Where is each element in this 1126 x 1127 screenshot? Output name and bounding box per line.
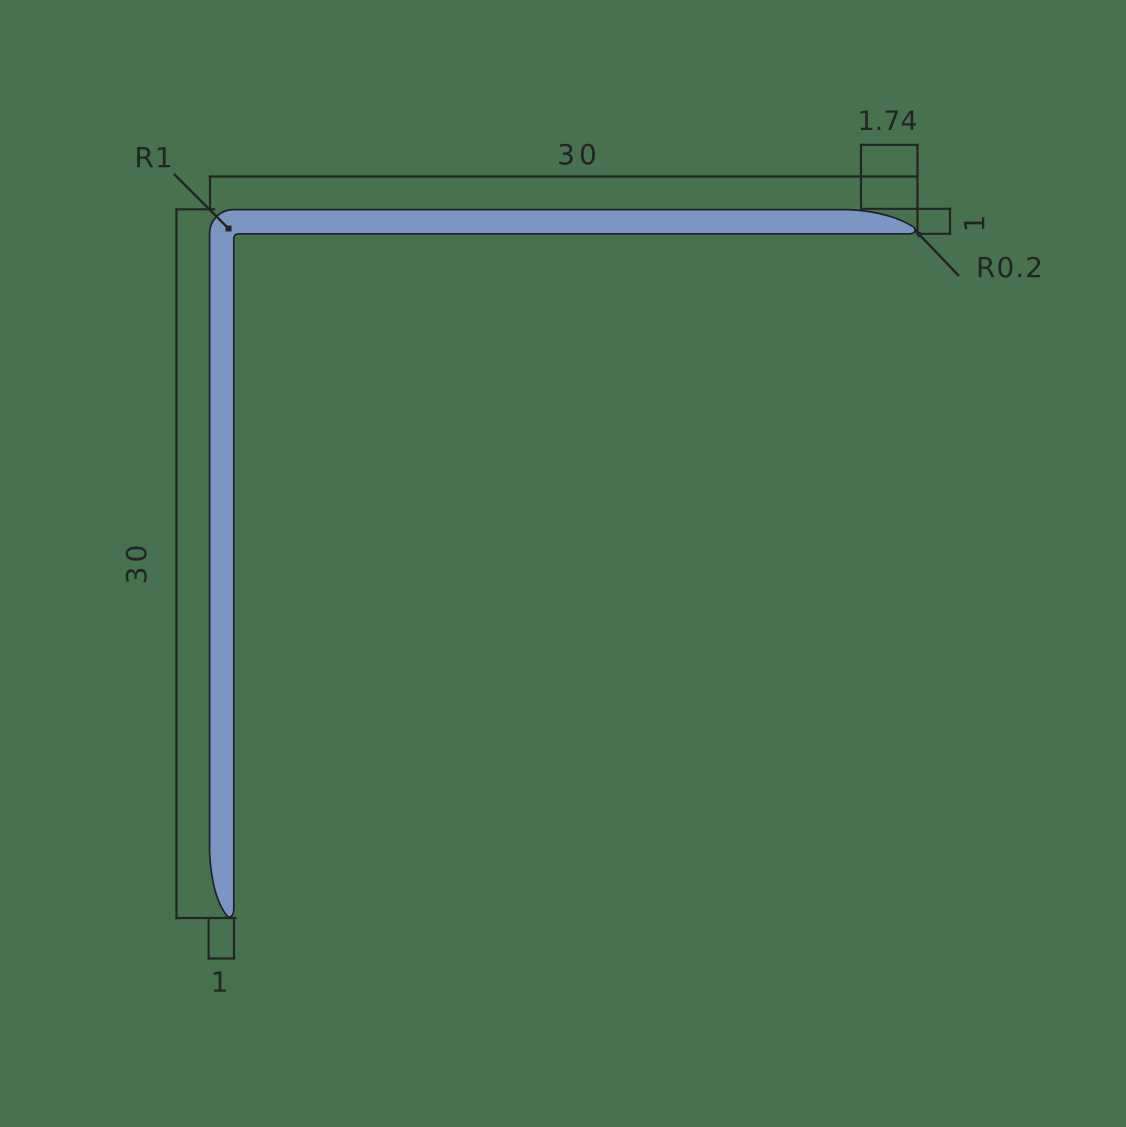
leader-corner-radius-dot <box>225 225 232 232</box>
dim-right-thickness-label: 1 <box>958 214 991 233</box>
leader-tip-radius-arrowhead <box>913 228 923 238</box>
leader-corner-radius-line <box>173 173 228 228</box>
corner-radius-label: R1 <box>134 141 173 174</box>
dim-left-height-label: 30 <box>120 541 153 585</box>
dimension-labels: 30 1.74 R1 R0.2 30 1 1 <box>120 106 1044 999</box>
dim-bottom-thickness-label: 1 <box>211 966 230 999</box>
leader-tip-radius-line <box>914 229 960 277</box>
tip-radius-label: R0.2 <box>976 251 1044 284</box>
dimension-lines <box>175 143 952 960</box>
dim-top-width-label: 30 <box>557 138 601 171</box>
dim-taper-length-label: 1.74 <box>857 106 917 137</box>
l-profile-shape <box>208 208 917 918</box>
leader-lines <box>173 173 960 277</box>
